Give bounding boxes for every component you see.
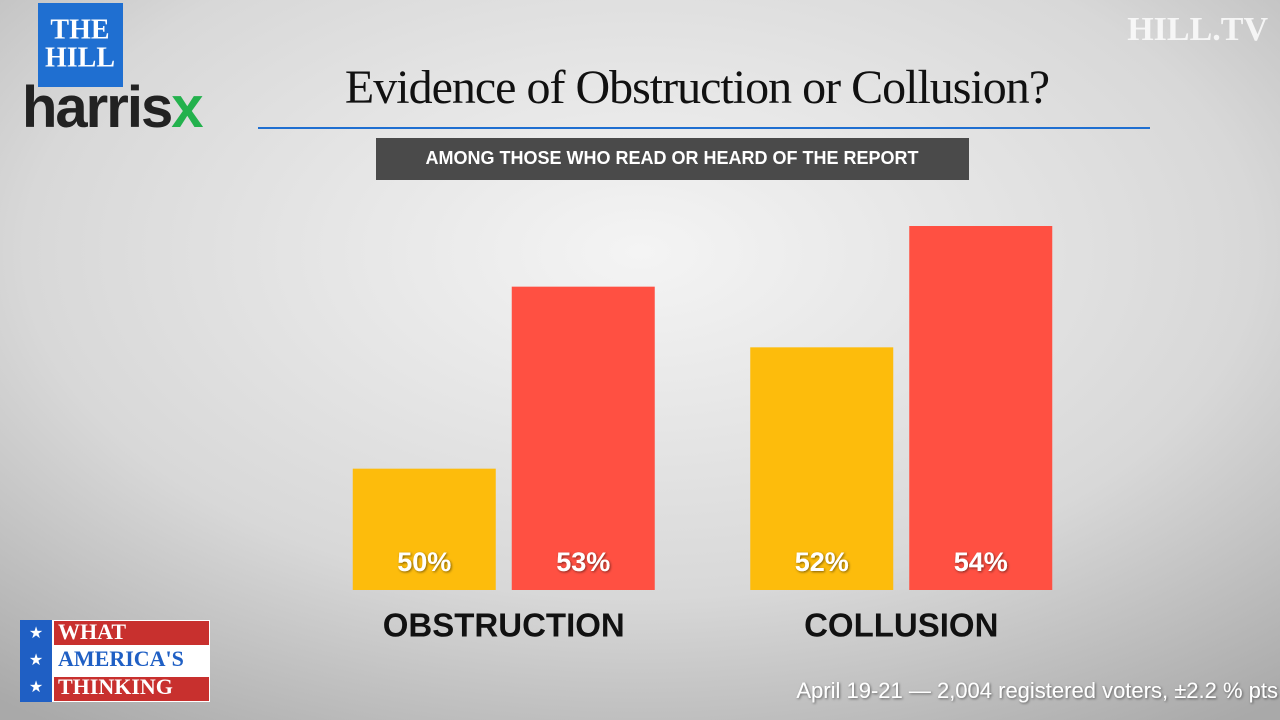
value-label: 50%: [397, 547, 451, 577]
bar: [750, 347, 894, 590]
show-band: [54, 677, 209, 701]
bar: [511, 286, 655, 590]
x-tick-label: COLLUSION: [804, 607, 998, 644]
value-label: 54%: [954, 547, 1008, 577]
show-logo-stars: [20, 620, 52, 702]
show-logo-text: THINKING: [58, 674, 173, 699]
bar: [352, 468, 496, 590]
x-tick-label: OBSTRUCTION: [383, 607, 625, 644]
star: ★: [29, 652, 43, 669]
subtitle-box: [376, 138, 969, 180]
hill-logo-text: HILL: [45, 42, 115, 73]
harrisx-logo: harrisx: [22, 75, 203, 140]
harrisx-part: x: [171, 75, 203, 140]
chart-subtitle: AMONG THOSE WHO READ OR HEARD OF THE REP…: [425, 148, 918, 168]
value-label: 53%: [556, 547, 610, 577]
harrisx-part: harris: [22, 75, 171, 140]
show-logo-text: AMERICA'S: [58, 646, 184, 671]
chart-note: April 19-21 — 2,004 registered voters, ±…: [796, 678, 1278, 703]
chart-title: Evidence of Obstruction or Collusion?: [345, 61, 1049, 114]
show-band: [54, 621, 209, 645]
bar: [909, 226, 1053, 590]
star: ★: [29, 625, 43, 642]
hill-logo-box: [38, 3, 123, 87]
hill-logo-text: THE: [50, 14, 109, 45]
network-logo: HILL.TV: [1127, 11, 1268, 48]
show-logo-text: WHAT: [58, 619, 126, 644]
star: ★: [29, 679, 43, 696]
value-label: 52%: [795, 547, 849, 577]
